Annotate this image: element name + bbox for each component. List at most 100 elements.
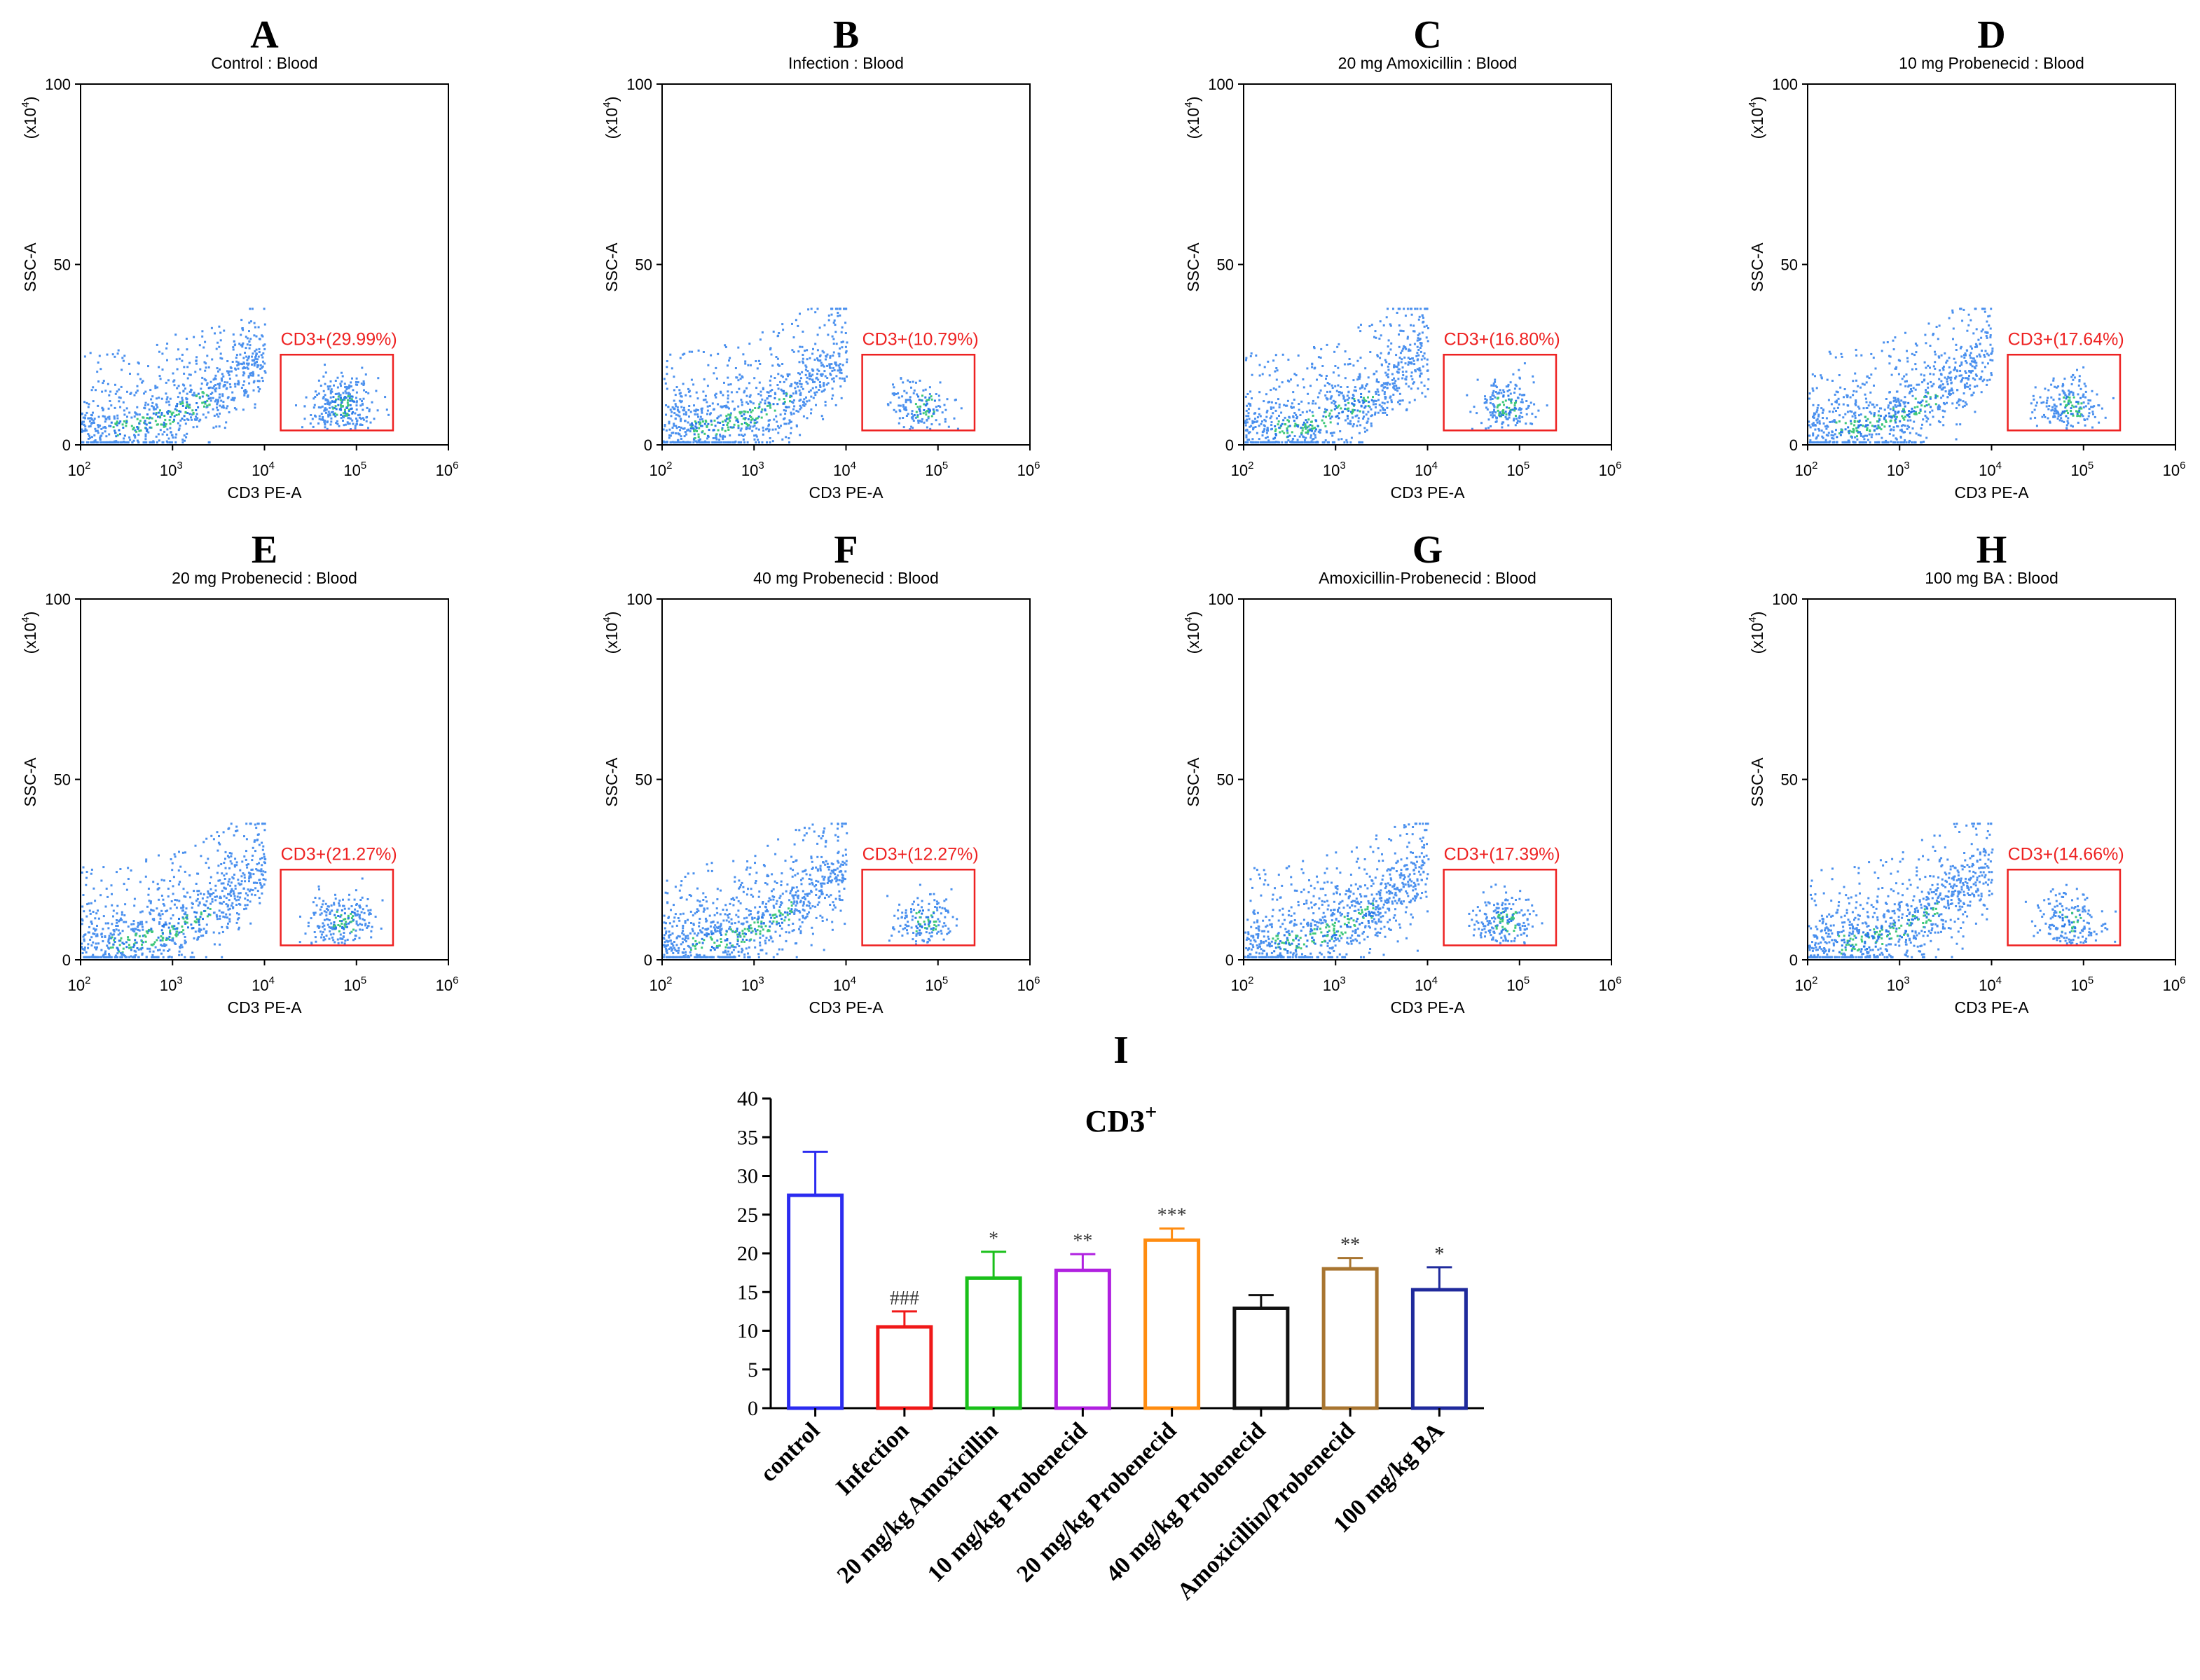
event-dot: [95, 429, 97, 432]
event-dot: [180, 953, 183, 956]
event-dot: [787, 375, 789, 378]
event-dot: [1332, 371, 1335, 374]
event-dot: [1854, 436, 1857, 439]
event-dot: [216, 399, 219, 401]
event-dot: [1962, 308, 1965, 311]
event-dot: [160, 944, 163, 946]
event-dot: [1525, 422, 1527, 425]
event-dot: [121, 930, 124, 932]
event-dot: [137, 362, 139, 364]
event-dot: [1812, 422, 1815, 425]
event-dot: [939, 406, 942, 408]
event-dot: [81, 428, 83, 431]
event-dot: [134, 434, 137, 437]
event-dot: [295, 404, 297, 407]
event-dot: [697, 439, 700, 442]
event-dot: [771, 389, 774, 391]
event-dot: [788, 437, 790, 439]
event-dot: [193, 890, 195, 893]
event-dot: [207, 890, 209, 893]
y-axis-unit: (x104): [601, 97, 621, 139]
event-dot: [768, 401, 771, 404]
event-dot: [1900, 425, 1903, 427]
event-dot: [125, 941, 128, 944]
event-dot: [1820, 429, 1823, 432]
event-dot: [1925, 389, 1927, 392]
event-dot: [724, 420, 727, 422]
event-dots: [1808, 308, 2115, 443]
event-dot: [1286, 404, 1288, 407]
event-dot: [252, 371, 254, 373]
event-dot: [336, 386, 339, 389]
event-dot: [85, 915, 88, 918]
event-dot: [337, 404, 340, 406]
event-dot: [1379, 357, 1382, 359]
event-dot: [1305, 419, 1307, 422]
event-dot: [1409, 349, 1412, 352]
event-dot: [1287, 425, 1290, 428]
event-dot: [688, 350, 691, 353]
event-dot: [1903, 411, 1906, 413]
event-dot: [94, 917, 97, 920]
event-dot: [133, 897, 136, 900]
event-dot: [98, 354, 101, 357]
event-dot: [234, 385, 237, 388]
event-dot: [1920, 404, 1923, 407]
event-dot: [2063, 420, 2065, 423]
event-dot: [1373, 399, 1376, 402]
event-dot: [939, 381, 942, 384]
event-dot: [102, 409, 104, 412]
event-dot: [261, 366, 263, 369]
event-dot: [1929, 345, 1932, 347]
event-dot: [2070, 413, 2072, 415]
event-dot: [208, 404, 211, 406]
event-dot: [252, 352, 254, 355]
event-dot: [2058, 397, 2061, 400]
event-dot: [729, 413, 732, 416]
event-dot: [212, 378, 215, 381]
event-dot: [675, 432, 677, 435]
event-dot: [1417, 349, 1420, 351]
event-dot: [187, 926, 189, 929]
cd3-gate: [1443, 354, 1558, 432]
event-dot: [216, 406, 218, 409]
event-dot: [1939, 406, 1941, 408]
event-dot: [667, 406, 670, 408]
event-dot: [1398, 308, 1401, 310]
event-dot: [1296, 439, 1299, 441]
event-dot: [206, 354, 209, 357]
event-dot: [123, 883, 125, 886]
event-dot: [1921, 423, 1923, 426]
event-dot: [159, 914, 162, 917]
event-dot: [1373, 373, 1375, 376]
event-dot: [315, 390, 317, 393]
event-dot: [249, 338, 252, 340]
event-dot: [1842, 416, 1845, 419]
event-dot: [1934, 353, 1937, 356]
event-dot: [1892, 409, 1895, 412]
x-tick-label: 102: [68, 460, 91, 479]
event-dot: [1284, 416, 1286, 419]
event-dot: [81, 420, 84, 423]
event-dot: [1816, 418, 1819, 420]
event-dot: [714, 425, 717, 427]
event-dot: [724, 344, 727, 347]
event-dot: [797, 411, 800, 413]
event-dot: [760, 411, 763, 413]
event-dot: [137, 948, 140, 951]
event-dot: [1975, 344, 1978, 347]
event-dot: [1909, 390, 1911, 393]
event-dot: [1529, 422, 1532, 425]
event-dot: [142, 928, 144, 931]
event-dot: [189, 373, 192, 376]
event-dot: [1360, 396, 1363, 399]
event-dot: [2043, 413, 2045, 416]
event-dot: [683, 435, 686, 438]
event-dot: [185, 436, 188, 439]
event-dot: [123, 434, 126, 437]
event-dot: [2084, 396, 2086, 399]
x-tick-base: 10: [1231, 462, 1248, 479]
event-dot: [1504, 415, 1507, 418]
event-dot: [1892, 414, 1895, 417]
event-dot: [218, 345, 221, 348]
